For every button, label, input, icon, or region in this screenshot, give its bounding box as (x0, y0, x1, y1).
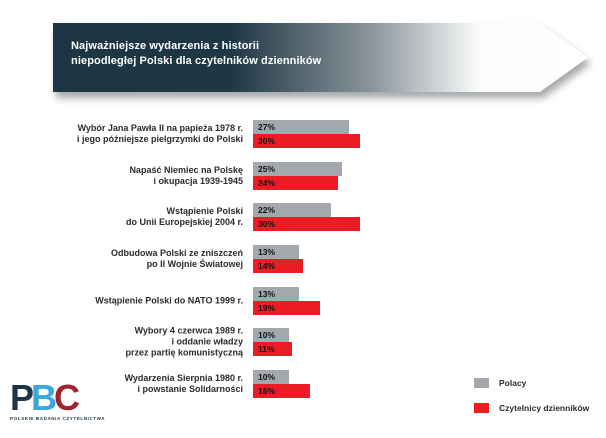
category-label: Napaść Niemiec na Polskę i okupacja 1939-… (129, 165, 243, 186)
bar-value-label: 13% (258, 289, 276, 299)
bar-pair: 22% 30% (253, 203, 360, 231)
page-title-line2: niepodległej Polski dla czytelników dzie… (71, 55, 322, 67)
legend-entry-czytelnicy: Czytelnicy dzienników (474, 401, 589, 415)
pbc-logo: PBC POLSKIE BADANIA CZYTELNICTWA (10, 377, 110, 422)
category-label: Wybory 4 czerwca 1989 r. i oddanie władzy… (125, 325, 243, 358)
bar-pair: 25% 24% (253, 162, 342, 190)
page-title-line1: Najważniejsze wydarzenia z historii (71, 40, 260, 52)
chart-row: Wstąpienie Polski do Unii Europejskiej 20… (48, 203, 588, 231)
bar-polacy: 25% (253, 162, 342, 176)
category-label: Odbudowa Polski ze zniszczeń po II Wojnie… (110, 248, 243, 269)
bar-polacy: 10% (253, 328, 289, 342)
category-label: Wstąpienie Polski do Unii Europejskiej 20… (125, 206, 243, 227)
bar-value-label: 11% (258, 344, 275, 354)
pbc-logo-subtitle: POLSKIE BADANIA CZYTELNICTWA (10, 416, 106, 421)
bar-value-label: 30% (258, 136, 276, 146)
bar-polacy: 10% (253, 370, 289, 384)
page-title: Najważniejsze wydarzenia z historii niep… (71, 39, 321, 69)
bar-value-label: 25% (258, 164, 276, 174)
legend-label: Czytelnicy dzienników (499, 403, 590, 413)
chart-row: Napaść Niemiec na Polskę i okupacja 1939-… (48, 162, 588, 190)
chart-row: Wybór Jana Pawła II na papieża 1978 r. i … (48, 120, 588, 148)
bar-value-label: 10% (258, 330, 276, 340)
bar-polacy: 22% (253, 203, 331, 217)
bar-value-label: 19% (258, 303, 276, 313)
category-label: Wybór Jana Pawła II na papieża 1978 r. i … (76, 123, 243, 144)
legend: Polacy Czytelnicy dzienników (474, 376, 589, 426)
bar-czytelnicy: 30% (253, 134, 360, 148)
legend-label: Polacy (499, 378, 527, 388)
category-label: Wydarzenia Sierpnia 1980 r. i powstanie S… (124, 373, 243, 394)
bar-value-label: 30% (258, 219, 276, 229)
bar-value-label: 13% (258, 247, 276, 257)
bar-czytelnicy: 14% (253, 259, 303, 273)
chart-row: Wydarzenia Sierpnia 1980 r. i powstanie S… (48, 370, 588, 398)
bar-value-label: 24% (258, 178, 276, 188)
chart-row: Odbudowa Polski ze zniszczeń po II Wojnie… (48, 245, 588, 273)
bar-pair: 13% 14% (253, 245, 303, 273)
bar-czytelnicy: 16% (253, 384, 310, 398)
bar-polacy: 27% (253, 120, 349, 134)
bar-polacy: 13% (253, 245, 299, 259)
bar-value-label: 10% (258, 372, 276, 382)
bar-value-label: 27% (258, 122, 276, 132)
bar-pair: 10% 16% (253, 370, 310, 398)
bar-value-label: 16% (258, 386, 276, 396)
legend-swatch-red (474, 403, 489, 413)
bar-czytelnicy: 30% (253, 217, 360, 231)
title-banner: Najważniejsze wydarzenia z historii niep… (53, 23, 588, 92)
title-banner-shape (53, 23, 588, 92)
bar-value-label: 14% (258, 261, 276, 271)
chart-row: Wybory 4 czerwca 1989 r. i oddanie władzy… (48, 325, 588, 358)
bar-pair: 27% 30% (253, 120, 360, 148)
bar-czytelnicy: 11% (253, 342, 292, 356)
bar-polacy: 13% (253, 287, 299, 301)
pbc-logo-letters: PBC (10, 377, 80, 418)
chart-row: Wstąpienie Polski do NATO 1999 r. 13% 19… (48, 287, 588, 315)
bar-czytelnicy: 24% (253, 176, 338, 190)
category-label: Wstąpienie Polski do NATO 1999 r. (95, 295, 243, 306)
legend-swatch-gray (474, 378, 489, 388)
bar-value-label: 22% (258, 205, 276, 215)
bar-czytelnicy: 19% (253, 301, 320, 315)
legend-entry-polacy: Polacy (474, 376, 589, 390)
bar-pair: 13% 19% (253, 287, 320, 315)
bar-pair: 10% 11% (253, 328, 292, 356)
